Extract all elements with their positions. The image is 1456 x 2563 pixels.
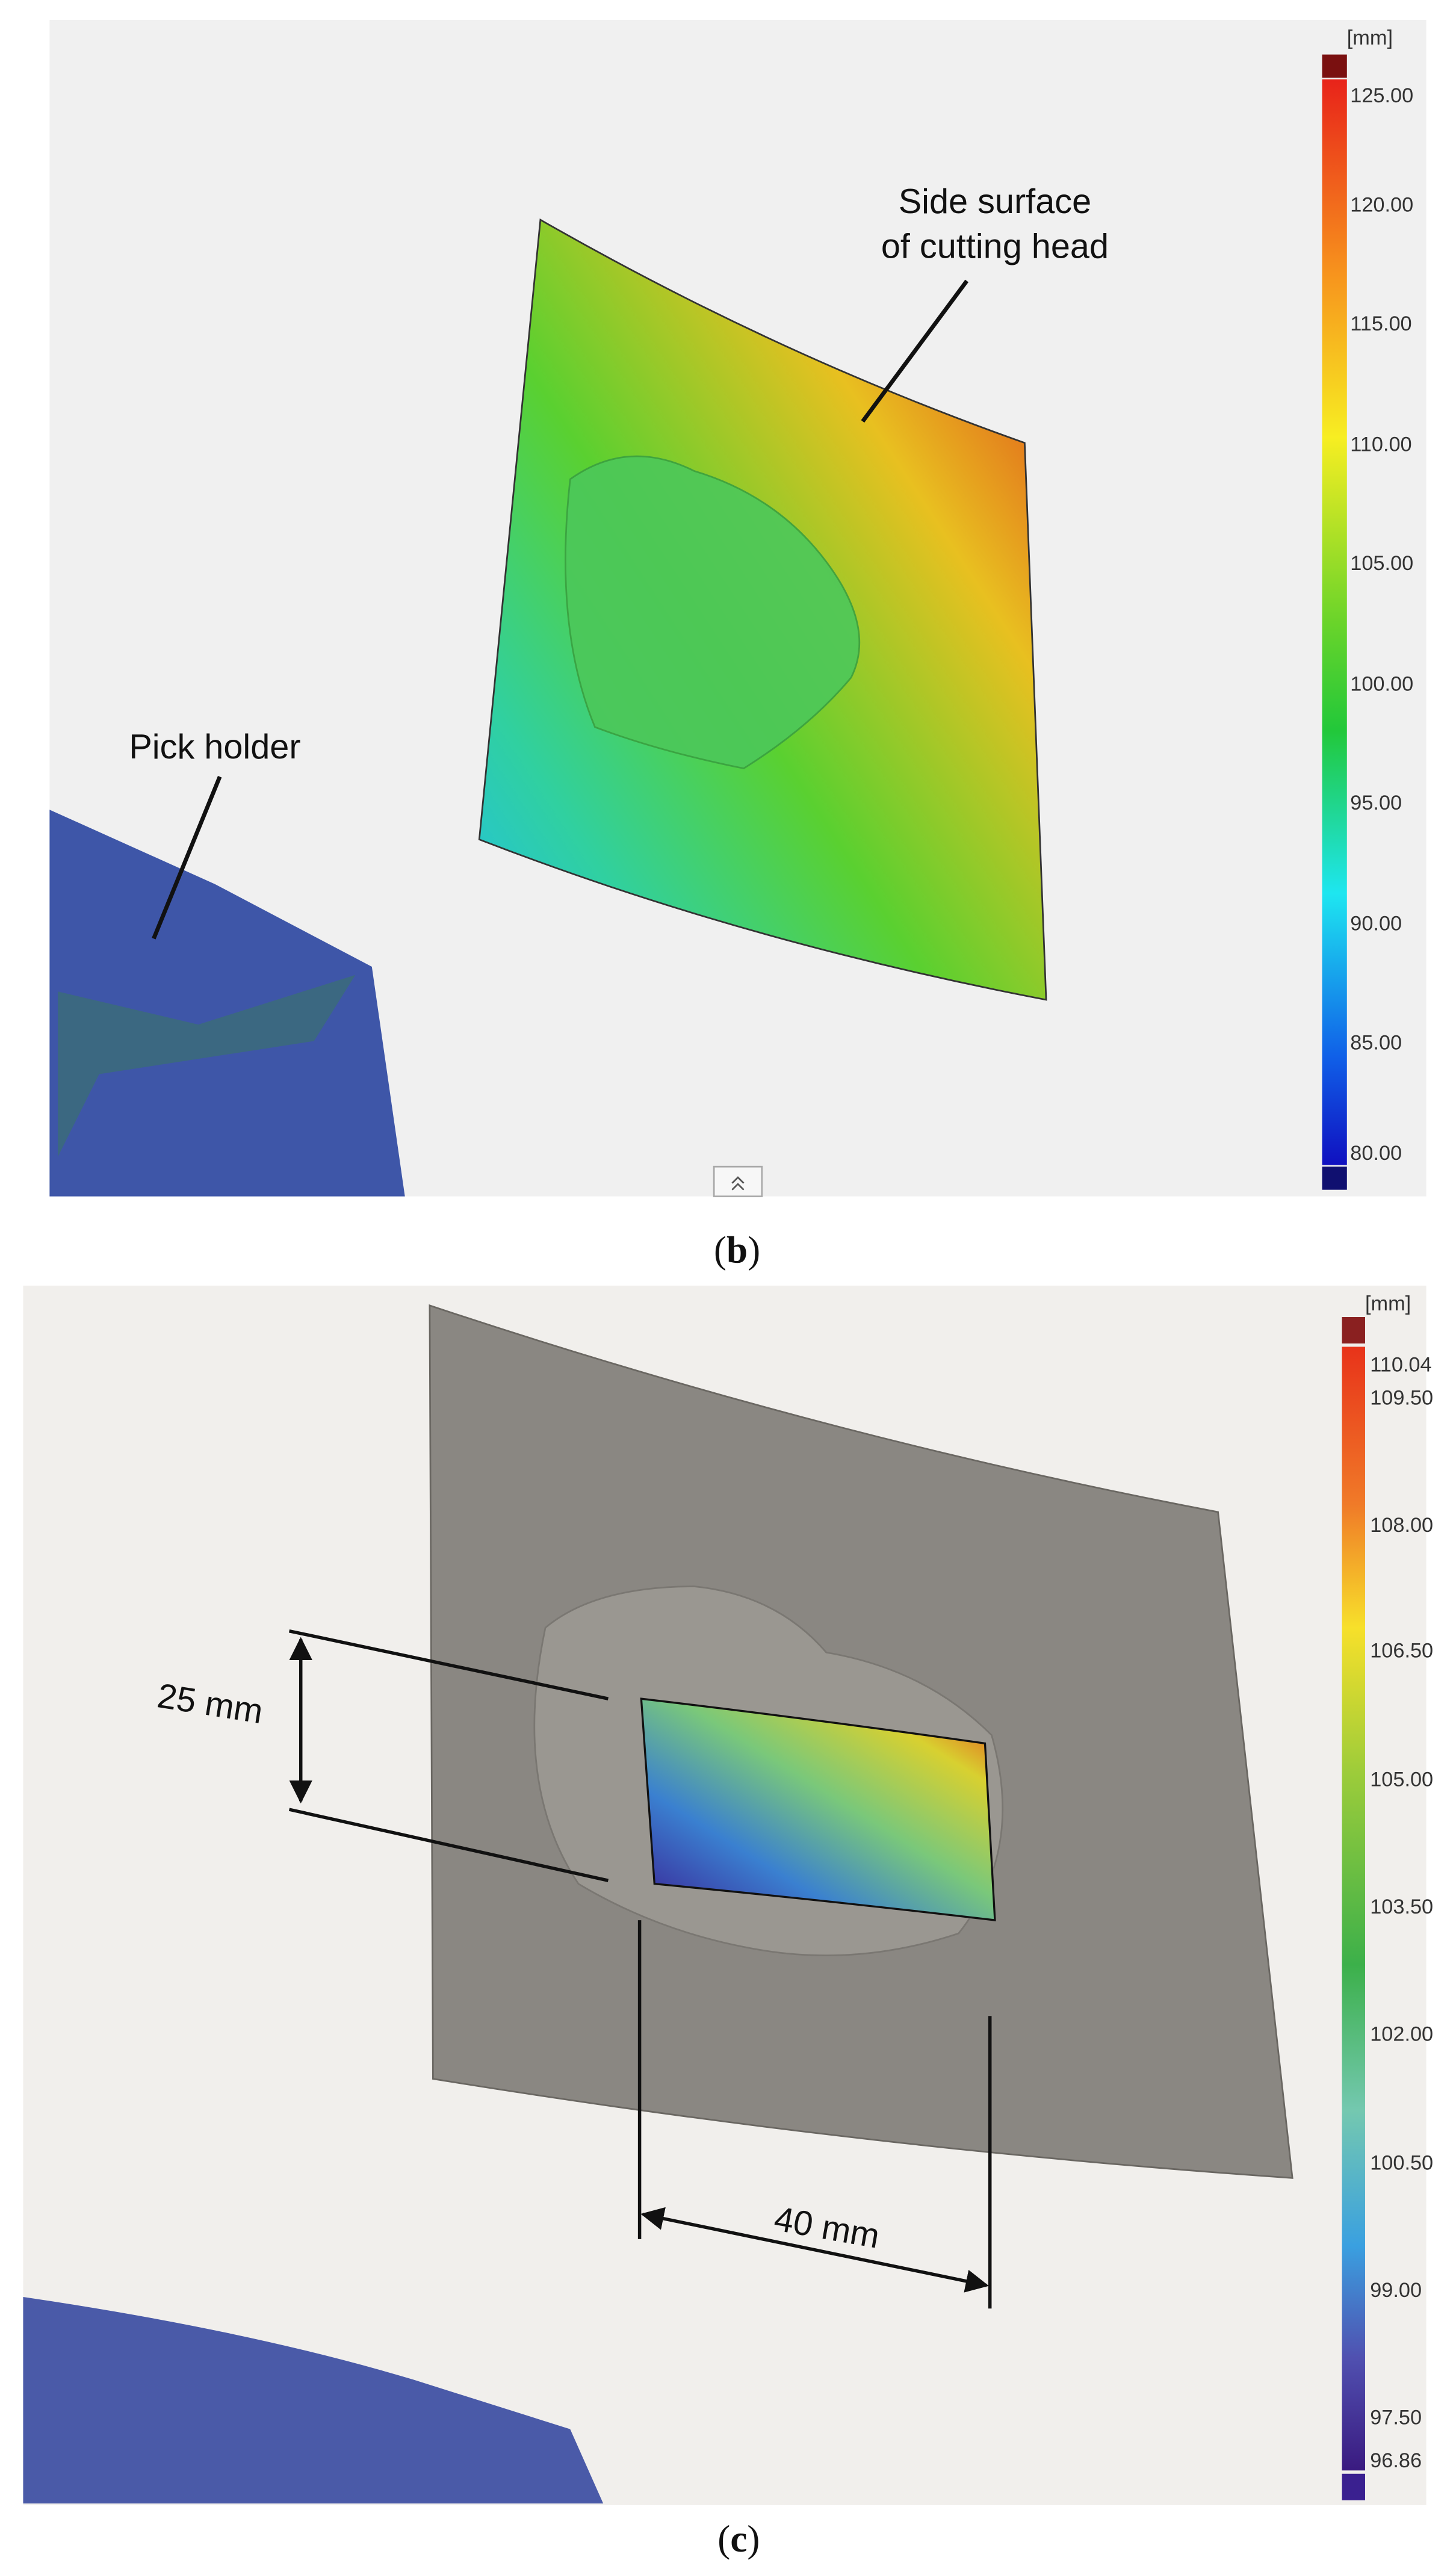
colorbar-label: 103.50 <box>1370 1895 1433 1918</box>
colorbar-label: 120.00 <box>1350 193 1413 216</box>
colorbar <box>1322 79 1347 1165</box>
colorbar-under <box>1322 1167 1347 1190</box>
colorbar-label: 110.04 <box>1370 1354 1431 1377</box>
panel-c: 25 mm 40 mm [mm] 110.04 109.50 108.00 10… <box>23 1285 1433 2560</box>
panel-b: Side surface of cutting head Pick holder… <box>49 19 1427 1271</box>
annotation: Pick holder <box>129 728 300 766</box>
colorbar-label: 85.00 <box>1350 1031 1402 1054</box>
colorbar-unit: [mm] <box>1347 26 1393 49</box>
dimension-lines <box>288 1629 992 2309</box>
expand-button[interactable] <box>713 1165 763 1197</box>
colorbar-label: 97.50 <box>1370 2406 1422 2429</box>
caption: (c) <box>717 2518 760 2560</box>
colorbar-label: 106.50 <box>1370 1640 1433 1663</box>
colorbar-label: 125.00 <box>1350 84 1413 107</box>
colorbar-label: 108.00 <box>1370 1514 1433 1537</box>
colorbar-label: 99.00 <box>1370 2279 1422 2302</box>
caption: (b) <box>714 1229 760 1271</box>
colorbar-labels: 110.04 109.50 108.00 106.50 105.00 103.5… <box>1370 1354 1433 2472</box>
pick-holder-detail <box>58 975 356 1157</box>
colorbar-label: 105.00 <box>1370 1768 1433 1791</box>
colorbar-label: 80.00 <box>1350 1142 1402 1165</box>
colorbar-label: 102.00 <box>1370 2022 1433 2045</box>
colorbar-labels: 125.00 120.00 115.00 110.00 105.00 100.0… <box>1350 84 1413 1165</box>
colorbar-label: 90.00 <box>1350 913 1402 935</box>
leader-line <box>861 279 969 423</box>
colorbar-label: 96.86 <box>1370 2449 1422 2472</box>
colorbar-label: 100.50 <box>1370 2152 1433 2175</box>
colorbar-label: 110.00 <box>1350 433 1411 456</box>
pick-holder <box>23 2297 604 2504</box>
colorbar-label: 105.00 <box>1350 552 1413 575</box>
annotation: Side surface <box>899 182 1091 221</box>
colorbar-label: 109.50 <box>1370 1387 1433 1410</box>
wear-spot <box>565 455 861 770</box>
colorbar <box>1342 1347 1365 2471</box>
colorbar-label: 95.00 <box>1350 792 1402 814</box>
pick-holder <box>49 810 405 1197</box>
colorbar-over <box>1342 1317 1365 1343</box>
annotation: of cutting head <box>881 227 1109 265</box>
colorbar-label: 100.00 <box>1350 673 1413 696</box>
colorbar-under <box>1342 2473 1365 2500</box>
colorbar-unit: [mm] <box>1365 1292 1411 1315</box>
measured-area <box>640 1697 996 1921</box>
colorbar-label: 115.00 <box>1350 312 1411 335</box>
colorbar-over <box>1322 54 1347 78</box>
leader-line <box>152 776 222 940</box>
